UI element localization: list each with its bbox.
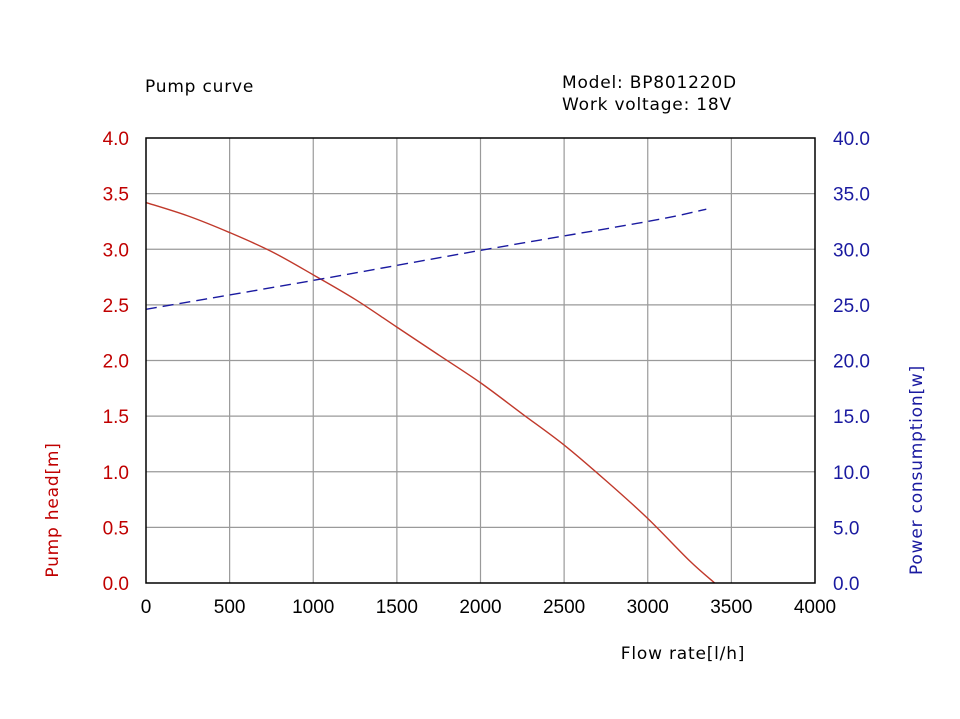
y-right-tick-label: 20.0 [833,352,870,373]
x-tick-label: 2500 [543,597,585,618]
y-left-tick-label: 1.0 [103,463,129,484]
tick-labels: 0 500 1000 1500 2000 2500 3000 3500 40000.00.51.… [103,129,870,618]
y-left-tick-label: 0.0 [103,574,129,595]
x-tick-label: 0 [141,597,152,618]
y-right-tick-label: 40.0 [833,129,870,150]
x-tick-label: 500 [214,597,246,618]
chart-title: Pump curve [145,77,254,97]
x-tick-label: 3000 [627,597,669,618]
y-right-tick-label: 10.0 [833,463,870,484]
y-left-tick-label: 2.5 [103,296,129,317]
plot-frame [145,137,816,584]
y-left-tick-label: 4.0 [103,129,129,150]
y-right-axis-title: Power consumption[w] [907,365,927,575]
x-tick-label: 1000 [292,597,334,618]
y-left-axis-title: Pump head[m] [43,442,63,577]
model-label: Model: BP801220D [562,73,737,93]
y-left-tick-label: 2.0 [103,352,129,373]
x-axis-title: Flow rate[l/h] [621,644,745,664]
x-tick-label: 1500 [376,597,418,618]
x-tick-label: 3500 [710,597,752,618]
y-left-tick-label: 1.5 [103,407,129,428]
y-right-tick-label: 0.0 [833,574,859,595]
series-layer [145,201,716,584]
voltage-label: Work voltage: 18V [562,95,732,115]
power-consumption-line [145,208,707,311]
y-left-tick-label: 3.5 [103,185,129,206]
x-tick-label: 4000 [794,597,836,618]
y-left-tick-label: 3.0 [103,240,129,261]
y-right-tick-label: 15.0 [833,407,870,428]
y-right-tick-label: 5.0 [833,518,859,539]
y-right-tick-label: 25.0 [833,296,870,317]
grid [146,138,815,583]
y-left-tick-label: 0.5 [103,518,129,539]
pump-head-line [145,201,716,584]
y-right-tick-label: 30.0 [833,240,870,261]
x-tick-label: 2000 [459,597,501,618]
y-right-tick-label: 35.0 [833,185,870,206]
